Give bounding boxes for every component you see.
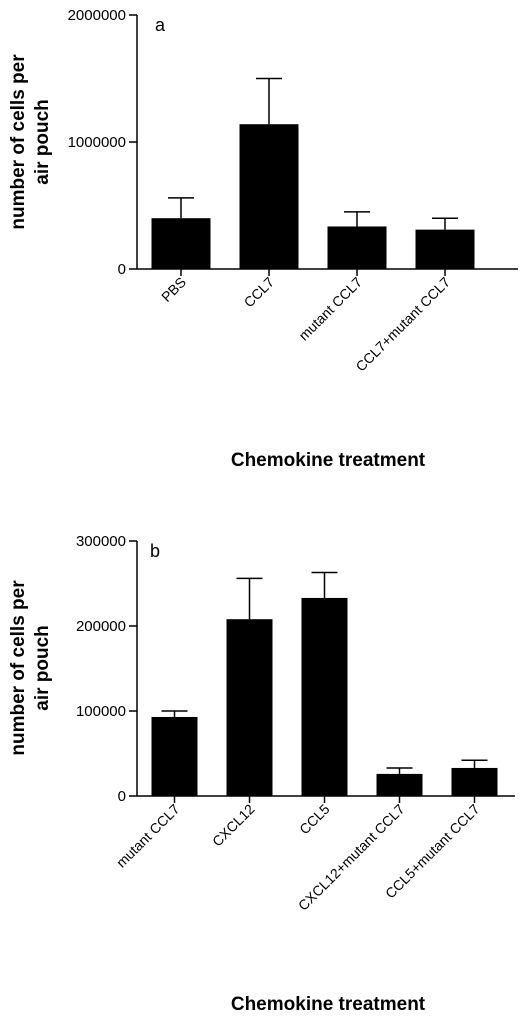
chart-panel-a: 0 1000000 2000000 PBS CCL7 mutant CCL7CCL7+mu… [8, 7, 518, 471]
y-tick-label: 2000000 [68, 7, 126, 24]
category-label: CCL7+mutant CCL7 [352, 274, 453, 375]
y-tick-label: 200000 [76, 618, 126, 635]
y-tick-label: 0 [118, 261, 126, 278]
y-axis-label-line: air pouch [32, 99, 53, 185]
category-label: CCL5 [296, 801, 333, 838]
chart-panel-b: 0 100000 200000 300000 mutant CCL7 CXCL12 CCL5… [8, 533, 515, 1015]
bar [327, 226, 387, 269]
bar [151, 218, 211, 269]
bar [451, 767, 498, 796]
category-label: mutant CCL7 [295, 274, 365, 344]
y-axis-label: number of cells per air pouch [8, 54, 53, 230]
y-axis-label: number of cells per air pouch [8, 580, 53, 756]
x-axis-label: Chemokine treatment [231, 450, 426, 471]
bar [151, 716, 198, 796]
category-label: CXCL12 [209, 801, 258, 850]
category-label: mutant CCL7 [113, 801, 183, 871]
category-label: PBS [158, 274, 189, 305]
y-tick-label: 300000 [76, 533, 126, 550]
bar [301, 597, 348, 796]
bar [376, 773, 423, 796]
y-axis-label-line: number of cells per [8, 580, 29, 756]
y-axis-label-line: number of cells per [8, 54, 29, 230]
bar [226, 619, 273, 796]
panel-label: a [155, 15, 166, 35]
y-tick-label: 1000000 [68, 134, 126, 151]
y-tick-label: 100000 [76, 703, 126, 720]
bar [239, 124, 299, 269]
category-label: CCL7 [240, 274, 277, 311]
bar [415, 229, 475, 269]
panel-label: b [150, 541, 160, 561]
y-axis-label-line: air pouch [32, 625, 53, 711]
y-tick-label: 0 [118, 788, 126, 805]
x-axis-label: Chemokine treatment [231, 994, 426, 1015]
